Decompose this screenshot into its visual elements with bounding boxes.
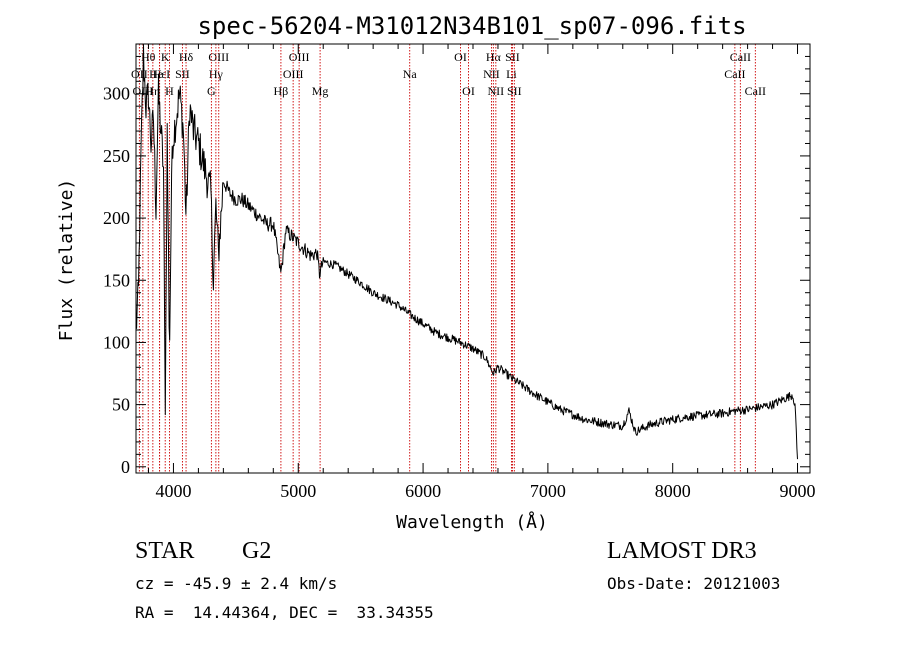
spectral-line-label-26: CaII <box>730 50 751 64</box>
spectral-line-label-11: Hγ <box>209 67 224 81</box>
y-tick-label-5: 250 <box>103 146 130 166</box>
series-line-0 <box>135 44 798 460</box>
spectral-line-label-24: Li <box>506 67 517 81</box>
y-tick-label-2: 100 <box>103 332 130 352</box>
spectral-line-label-4: Hη <box>145 84 160 98</box>
x-tick-label-5: 9000 <box>780 481 816 501</box>
spectral-line-label-15: OIII <box>283 67 304 81</box>
chart-title: spec-56204-M31012N34B101_sp07-096.fits <box>197 12 746 40</box>
spectral-line-label-9: SII <box>175 67 190 81</box>
x-tick-label-1: 5000 <box>280 481 316 501</box>
survey-name: LAMOST DR3 <box>607 538 757 564</box>
spectral-line-label-14: OIII <box>289 50 310 64</box>
spectral-line-label-7: H <box>165 84 174 98</box>
x-tick-label-4: 8000 <box>655 481 691 501</box>
spectral-line-label-27: CaII <box>724 67 745 81</box>
spectral-line-label-5: K <box>161 50 170 64</box>
y-axis-label: Flux (relative) <box>56 179 77 342</box>
x-tick-label-0: 4000 <box>155 481 191 501</box>
x-tick-label-2: 6000 <box>405 481 441 501</box>
spectral-line-label-10: OIII <box>208 50 229 64</box>
x-axis-label: Wavelength (Å) <box>396 511 548 533</box>
spectral-line-label-19: OI <box>462 84 475 98</box>
spectral-line-label-13: Hβ <box>274 84 289 98</box>
y-tick-label-6: 300 <box>103 84 130 104</box>
y-tick-label-3: 150 <box>103 270 130 290</box>
series-layer <box>135 44 798 460</box>
spectral-line-label-17: Na <box>403 67 418 81</box>
obs-date-text: Obs-Date: 20121003 <box>607 574 781 593</box>
spectral-line-label-28: CaII <box>745 84 766 98</box>
spectral-line-label-20: Hα <box>486 50 502 64</box>
spectral-line-label-23: SII <box>505 50 520 64</box>
coords-text: RA = 14.44364, DEC = 33.34355 <box>135 603 434 622</box>
y-tick-label-0: 0 <box>121 457 130 477</box>
spectral-line-label-21: NII <box>483 67 500 81</box>
spectral-line-label-12: G <box>207 84 216 98</box>
y-tick-label-1: 50 <box>112 395 130 415</box>
x-tick-label-3: 7000 <box>530 481 566 501</box>
plot-frame <box>135 43 811 474</box>
spectral-line-label-18: OI <box>454 50 467 64</box>
spectral-line-label-0: Hθ <box>141 50 156 64</box>
object-class: STAR <box>135 538 195 564</box>
spectral-line-label-8: Hδ <box>179 50 194 64</box>
object-subclass: G2 <box>242 538 272 564</box>
spectral-line-label-6: He I <box>149 67 170 81</box>
ticks-layer: 4000 5000 6000 7000 8000 9000 0 50 100 150 200 250 3… <box>103 44 816 501</box>
y-tick-label-4: 200 <box>103 208 130 228</box>
spectral-line-label-16: Mg <box>312 84 329 98</box>
spectral-line-label-25: SII <box>507 84 522 98</box>
redshift-text: cz = -45.9 ± 2.4 km/s <box>135 574 338 593</box>
spectral-line-label-22: NII <box>488 84 505 98</box>
